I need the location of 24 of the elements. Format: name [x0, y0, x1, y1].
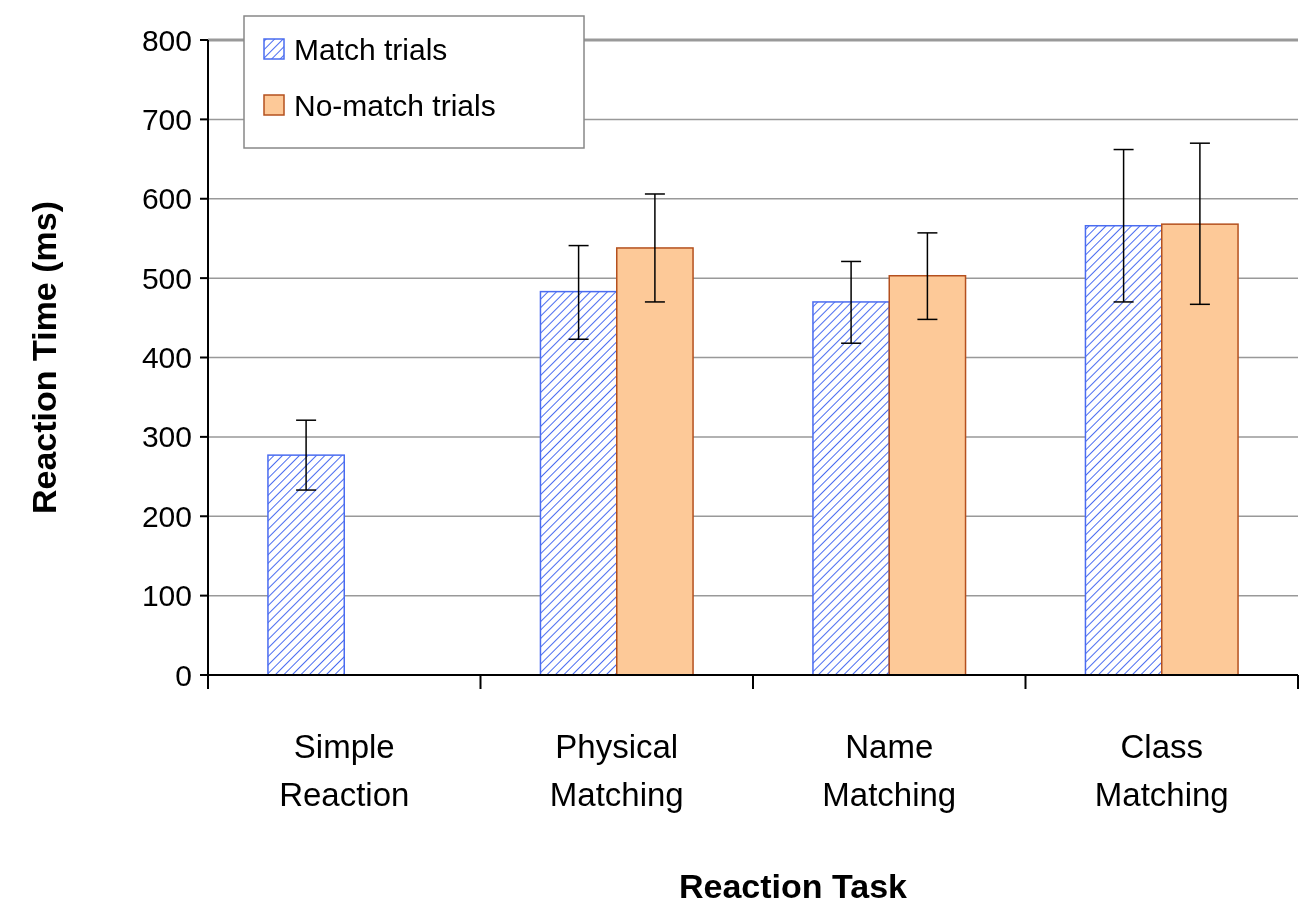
y-axis-title: Reaction Time (ms) — [25, 200, 63, 515]
bar — [812, 301, 890, 676]
y-tick-label: 0 — [175, 658, 192, 692]
y-tick-label: 700 — [141, 102, 192, 136]
x-tick-label: Class Matching — [1094, 728, 1229, 813]
bar — [888, 274, 967, 676]
y-tick-label: 600 — [141, 182, 192, 216]
x-axis-title: Reaction Task — [678, 867, 908, 899]
x-tick-label: Simple Reaction — [279, 728, 410, 813]
x-tick-label: Physical Matching — [549, 728, 684, 813]
y-tick-label: 400 — [141, 341, 192, 374]
y-tick-label: 800 — [141, 23, 192, 57]
bar — [267, 454, 345, 676]
legend-label: No-match trials — [294, 88, 496, 122]
y-tick-label: 300 — [141, 420, 192, 454]
bar — [616, 247, 694, 676]
y-tick-label: 500 — [141, 261, 192, 295]
y-tick-label: 200 — [141, 499, 192, 533]
x-tick-label: Name Matching — [822, 728, 957, 813]
bar — [1161, 223, 1239, 676]
legend-label: Match trials — [294, 32, 448, 66]
bar — [539, 290, 618, 676]
bar — [1084, 224, 1163, 676]
y-tick-label: 100 — [141, 579, 192, 613]
